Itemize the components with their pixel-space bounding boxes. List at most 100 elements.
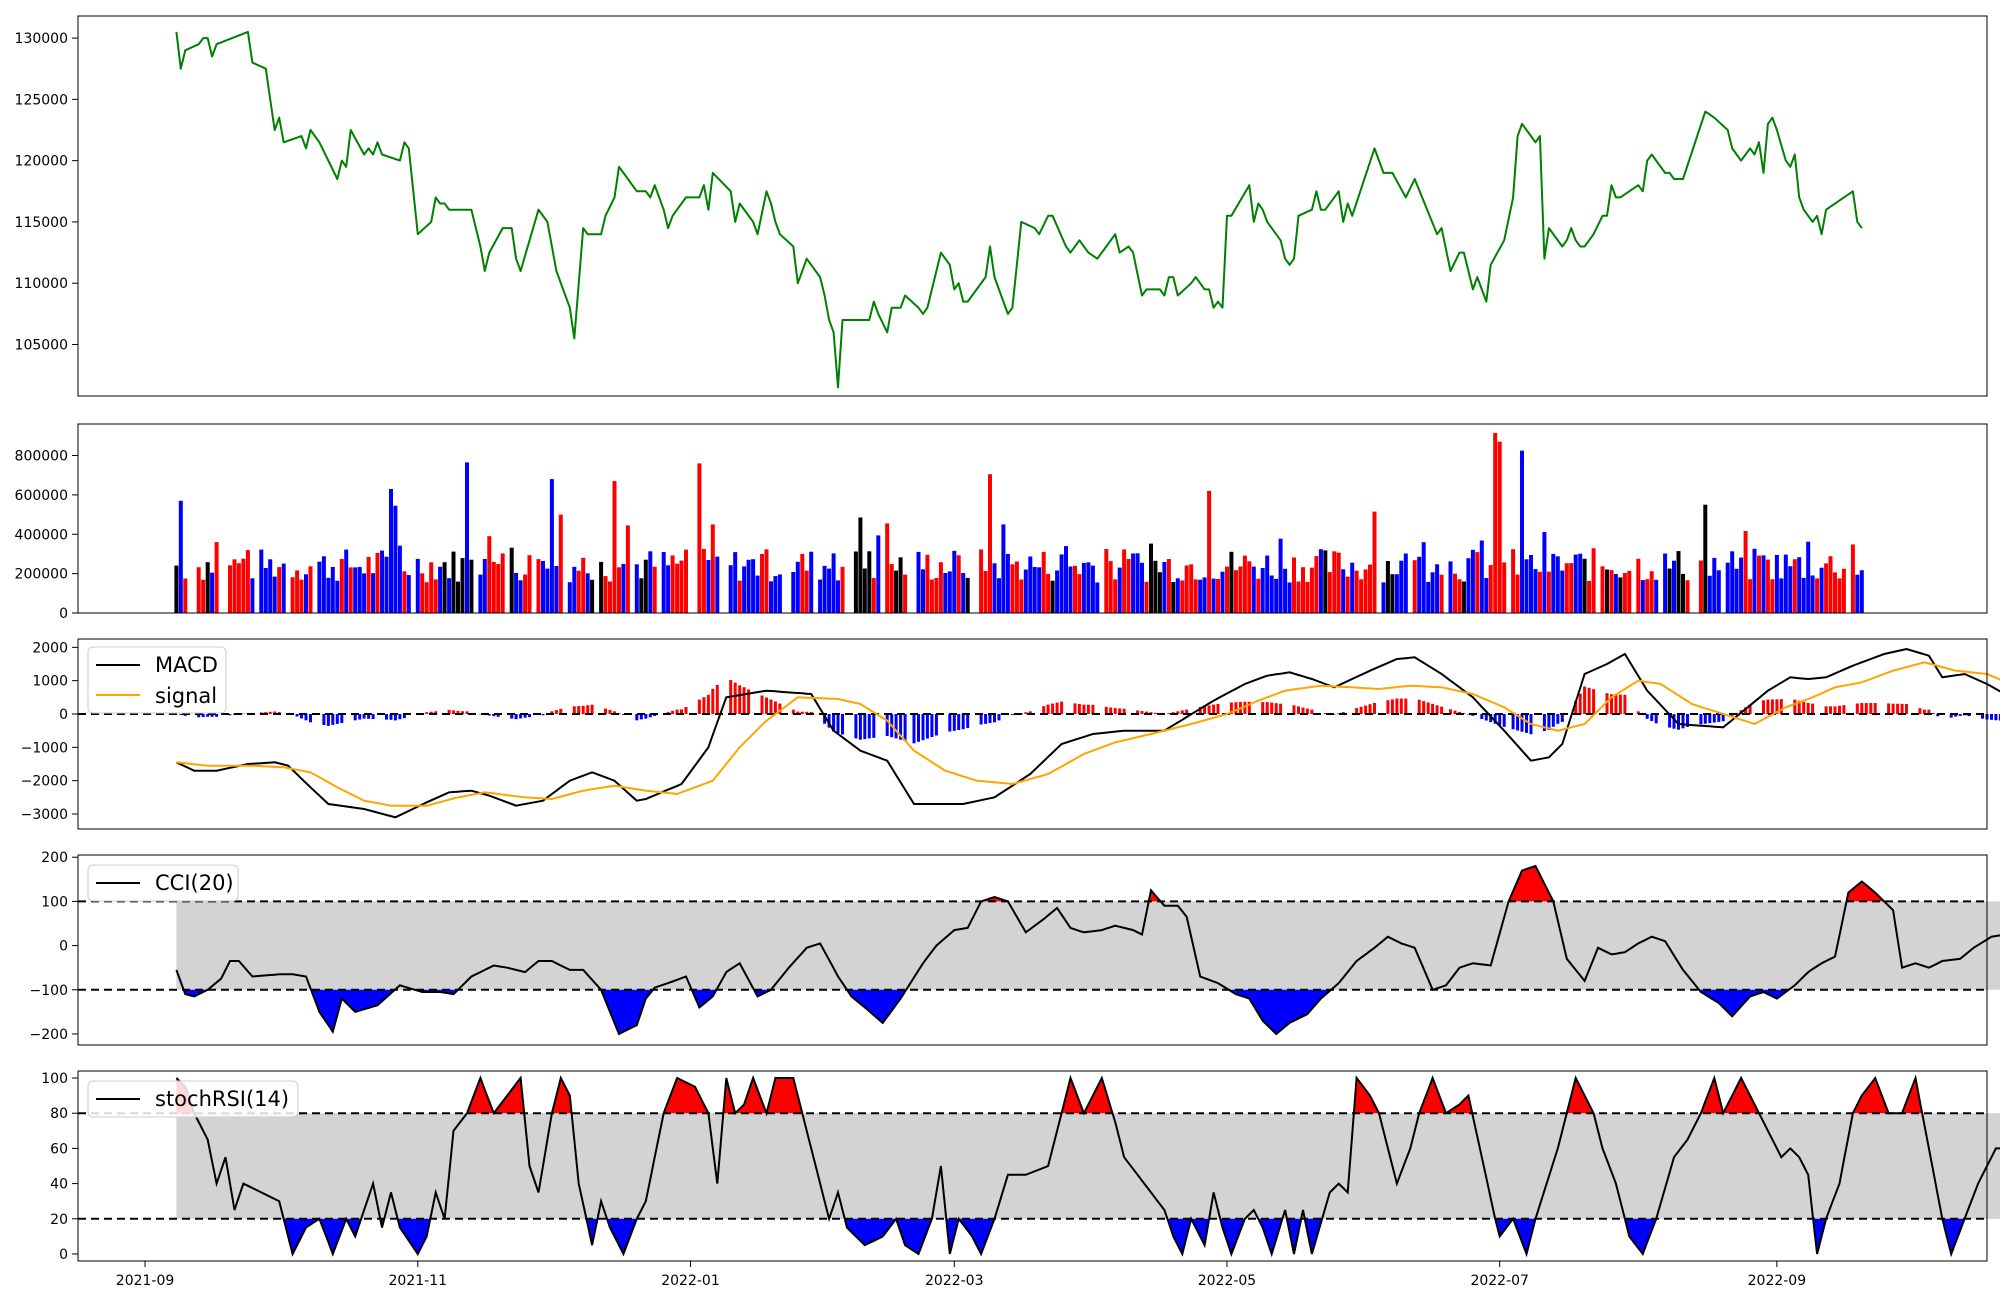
volume-bar	[1797, 557, 1802, 613]
macd-ytick-label: 1000	[32, 674, 68, 690]
volume-bar	[648, 551, 653, 613]
volume-bar	[1667, 568, 1672, 613]
volume-bar	[1801, 577, 1806, 613]
volume-bar	[871, 578, 876, 613]
macd-histogram-bar	[1153, 712, 1157, 714]
macd-histogram-bar	[210, 714, 214, 717]
macd-histogram-bar	[917, 714, 920, 742]
macd-histogram-bar	[854, 714, 858, 739]
macd-histogram-bar	[1449, 709, 1452, 714]
macd-histogram-bar	[1936, 714, 1940, 717]
volume-bar	[1113, 579, 1118, 613]
macd-histogram-bar	[1681, 714, 1685, 729]
macd-histogram-bar	[309, 714, 312, 723]
volume-bar	[1198, 579, 1203, 613]
volume-bar	[764, 549, 769, 613]
volume-bar	[1064, 546, 1068, 613]
volume-bar	[1309, 567, 1314, 613]
macd-histogram-bar	[1525, 714, 1528, 733]
volume-bar	[1560, 570, 1565, 613]
macd-histogram-bar	[1918, 708, 1922, 714]
price-ytick-label: 130000	[15, 31, 68, 47]
volume-bar	[1828, 556, 1833, 613]
macd-histogram-bar	[702, 697, 706, 714]
volume-bar	[1028, 556, 1033, 613]
macd-histogram-bar	[273, 711, 277, 714]
macd-histogram-bar	[465, 711, 469, 714]
volume-bar	[321, 556, 326, 613]
macd-histogram-bar	[1292, 705, 1296, 714]
x-tick-label: 2021-09	[116, 1273, 175, 1289]
macd-histogram-bar	[1954, 714, 1958, 717]
volume-bar	[1859, 570, 1864, 613]
volume-bar	[1314, 556, 1319, 613]
volume-bar	[1779, 578, 1784, 613]
volume-bar	[433, 579, 438, 613]
macd-histogram-bar	[1212, 704, 1216, 714]
volume-bar	[1095, 582, 1100, 613]
volume-bar	[728, 565, 733, 613]
macd-histogram-bar	[1060, 701, 1064, 714]
volume-bar	[389, 489, 393, 613]
macd-histogram-bar	[1802, 701, 1806, 714]
volume-bar	[469, 559, 474, 613]
volume-panel: 0 200000 400000 600000 800000	[15, 423, 1988, 622]
volume-bar	[1260, 568, 1265, 613]
volume-bar	[831, 553, 836, 613]
macd-histogram-bar	[608, 709, 612, 714]
volume-bar	[1833, 572, 1837, 613]
volume-bar	[567, 582, 572, 613]
macd-histogram-bar	[1247, 701, 1251, 714]
macd-histogram-bar	[800, 711, 804, 714]
macd-histogram-bar	[1104, 706, 1108, 714]
volume-bar	[1108, 561, 1113, 613]
macd-histogram-bar	[988, 714, 992, 723]
macd-histogram-bar	[1905, 704, 1908, 714]
volume-bar	[174, 565, 179, 613]
volume-bar	[1238, 566, 1243, 613]
macd-ytick-label: −3000	[21, 807, 68, 823]
volume-bar	[236, 563, 241, 613]
volume-bar	[371, 573, 376, 613]
volume-bar	[921, 569, 925, 613]
volume-bar	[1184, 565, 1189, 613]
macd-histogram-bar	[1207, 705, 1211, 714]
volume-bar	[666, 565, 671, 613]
volume-bar	[1301, 567, 1305, 613]
macd-histogram-bar	[353, 714, 357, 721]
macd-histogram-bar	[1770, 699, 1774, 714]
volume-bar	[1202, 577, 1207, 613]
macd-histogram-bar	[371, 714, 375, 719]
macd-histogram-bar	[1024, 712, 1028, 714]
signal-legend-label: signal	[155, 684, 217, 708]
macd-histogram-bar	[621, 714, 625, 715]
volume-bar	[1605, 569, 1609, 613]
macd-histogram-bar	[1466, 714, 1470, 715]
macd-histogram-bar	[1708, 714, 1712, 724]
volume-bar	[603, 576, 608, 613]
volume-bar	[947, 571, 952, 613]
macd-histogram-bar	[1431, 703, 1435, 714]
macd-histogram-bar	[541, 714, 545, 716]
volume-bar	[335, 580, 340, 613]
volume-bar	[290, 577, 295, 613]
volume-bar	[1792, 559, 1797, 613]
macd-histogram-bar	[447, 709, 451, 714]
cci-oversold-fill	[183, 989, 1789, 1034]
volume-bar	[250, 578, 255, 613]
macd-histogram-bar	[1887, 703, 1891, 714]
price-frame	[77, 15, 1988, 397]
volume-bar	[420, 573, 425, 613]
volume-bar	[1131, 553, 1136, 613]
volume-bar	[1748, 579, 1753, 613]
macd-histogram-bar	[1587, 687, 1591, 714]
volume-bar	[1810, 575, 1815, 613]
volume-bar	[961, 573, 966, 613]
volume-bar	[889, 564, 894, 613]
volume-bar	[1327, 572, 1332, 613]
macd-histogram-bar	[934, 714, 938, 736]
macd-histogram-bar	[179, 714, 183, 715]
volume-bar	[1725, 562, 1730, 613]
cci-legend-label: CCI(20)	[155, 871, 234, 895]
volume-bar	[523, 574, 528, 613]
